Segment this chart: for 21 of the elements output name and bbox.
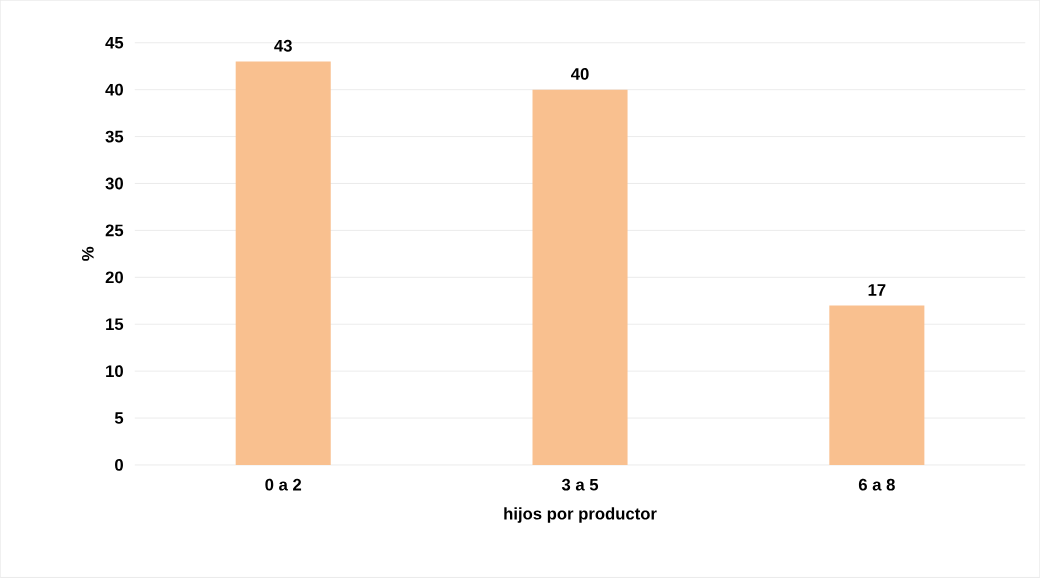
data-label: 40	[571, 68, 589, 80]
y-tick-label: 15	[106, 318, 124, 331]
bar	[829, 305, 925, 466]
data-label: 43	[274, 39, 292, 52]
bar	[532, 89, 628, 466]
y-tick-label: 35	[105, 130, 124, 143]
y-tick-label: 30	[105, 177, 123, 190]
y-tick-label: 0	[115, 459, 123, 471]
y-tick-label: 40	[105, 83, 123, 96]
y-tick-label: 25	[105, 224, 124, 237]
x-tick-label: 6 a 8	[858, 478, 895, 491]
x-tick-label: 3 a 5	[561, 478, 599, 491]
y-tick-label: 10	[106, 365, 123, 378]
y-tick-label: 5	[114, 412, 124, 424]
y-tick-label: 20	[105, 271, 123, 284]
y-tick-label: 45	[105, 37, 124, 49]
x-axis-title: hijos por productor	[504, 507, 657, 523]
y-axis-title: %	[81, 247, 94, 261]
data-label: 17	[868, 284, 886, 296]
x-tick-label: 0 a 2	[265, 478, 302, 491]
bar	[235, 61, 331, 466]
